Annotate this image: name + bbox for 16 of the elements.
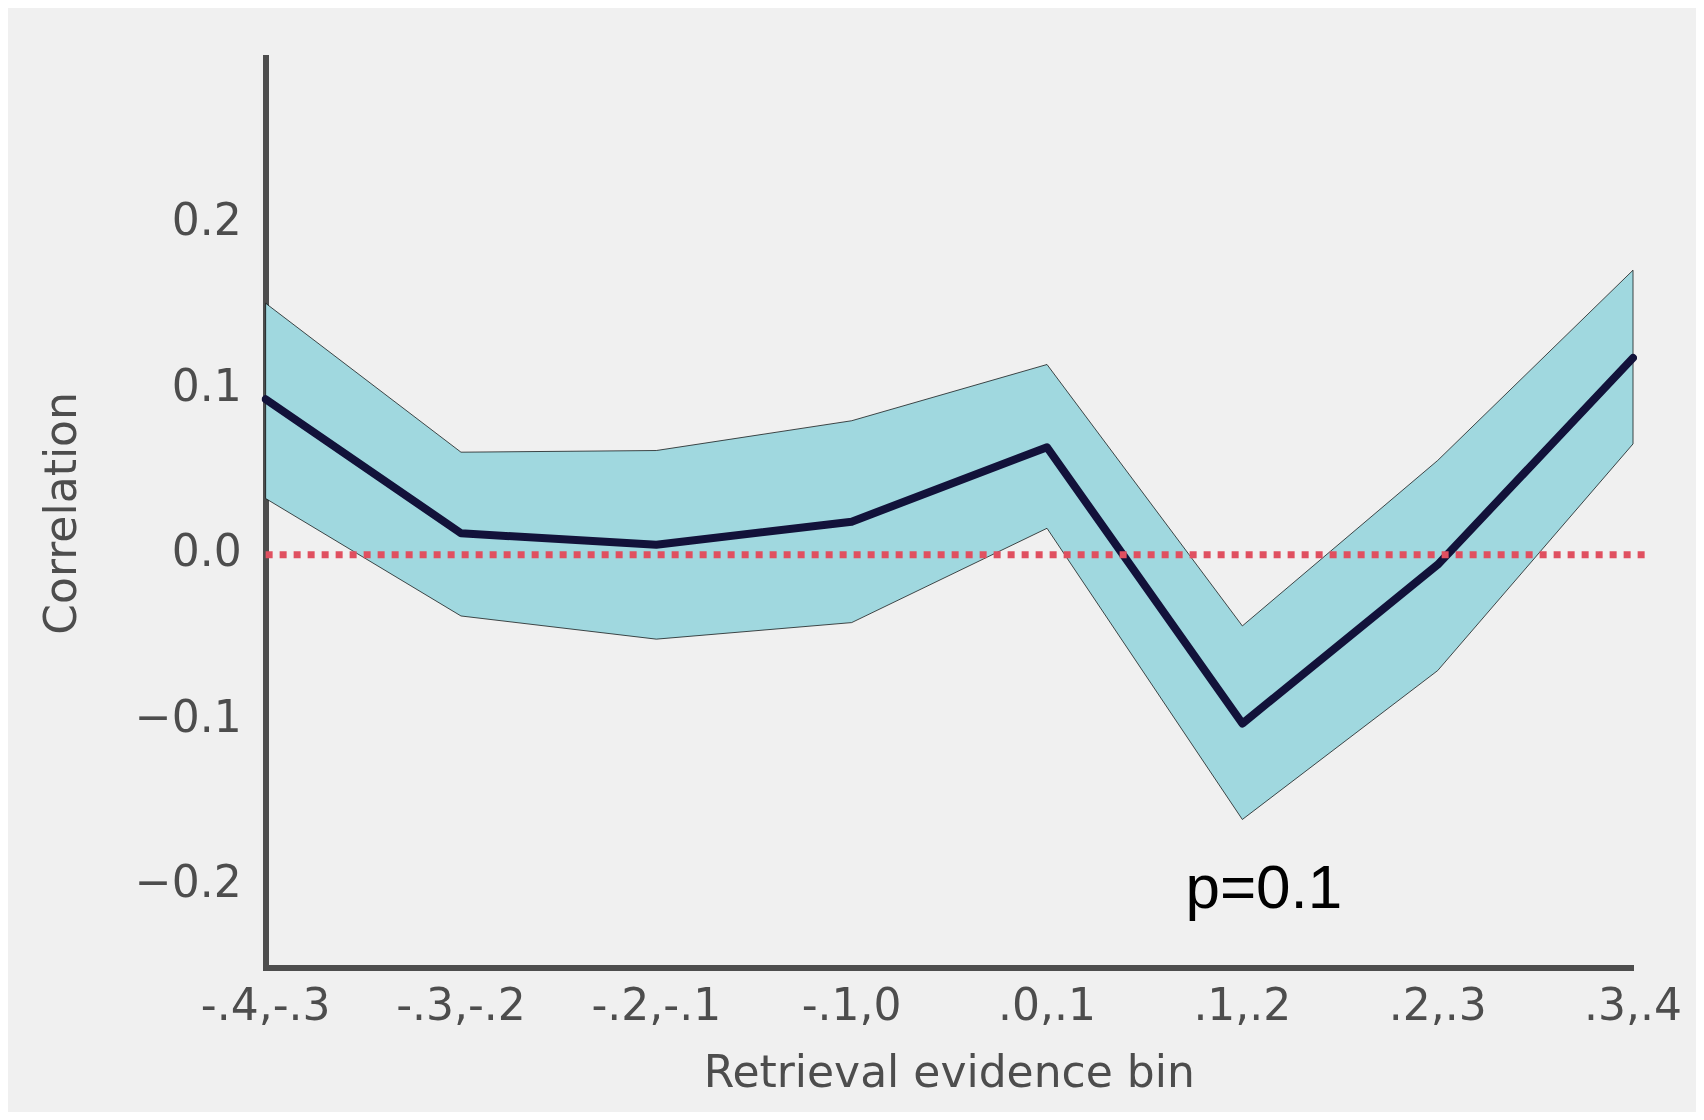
x-axis-title: Retrieval evidence bin [703, 1046, 1195, 1098]
x-tick-label: .0,.1 [998, 979, 1096, 1031]
y-axis-title: Correlation [34, 392, 86, 635]
x-tick-label: .3,.4 [1584, 979, 1682, 1031]
x-tick-label: .2,.3 [1388, 979, 1487, 1031]
y-tick-label: −0.2 [134, 856, 242, 908]
x-tick-label: .1,.2 [1193, 979, 1292, 1031]
x-tick-label: -.4,-.3 [200, 979, 331, 1031]
annotation: p=0.1 [1185, 852, 1343, 922]
y-tick-label: 0.0 [171, 525, 242, 577]
y-tick-label: −0.1 [134, 690, 242, 742]
x-tick-label: -.1,0 [801, 979, 902, 1031]
x-tick-label: -.2,-.1 [591, 979, 722, 1031]
y-tick-label: 0.2 [171, 194, 242, 246]
x-tick-label: -.3,-.2 [396, 979, 526, 1031]
y-tick-label: 0.1 [171, 359, 242, 411]
